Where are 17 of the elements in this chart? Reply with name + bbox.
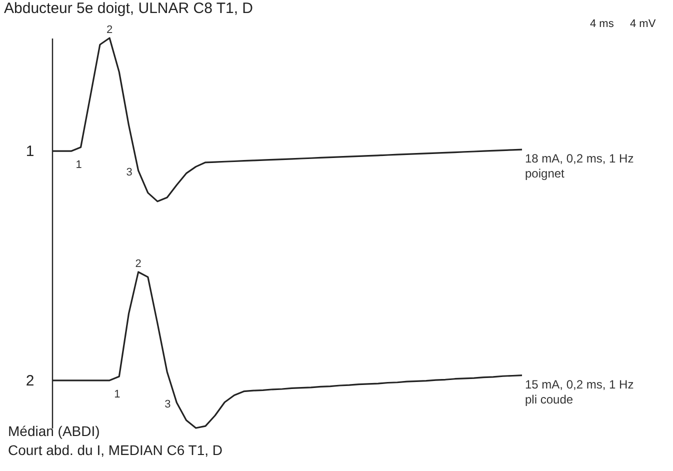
annotation: 3 — [126, 166, 132, 179]
annotation: pli coude — [525, 392, 574, 406]
annotation: 18 mA, 0,2 ms, 1 Hz — [525, 152, 634, 166]
series-label: 1 — [76, 159, 82, 172]
text: 1 — [26, 143, 34, 160]
annotation: 3 — [164, 398, 171, 411]
annotation: poignet — [525, 166, 566, 181]
annotation: 1 — [114, 388, 120, 401]
chart-title: Abducteur 5e doigt, ULNAR C8 T1, D — [4, 0, 254, 17]
text: Court abd. du I, MEDIAN C6 T1, D — [8, 442, 222, 458]
annotation: 15 mA, 0,2 ms, 1 Hz — [525, 377, 634, 392]
text: 2 — [106, 24, 113, 36]
text: 2 — [26, 372, 34, 390]
text: 4 mV — [630, 18, 656, 30]
text: 4 ms — [590, 18, 614, 30]
series-label: 2 — [135, 258, 142, 270]
annotation: Médian (ABDI) — [8, 423, 100, 439]
